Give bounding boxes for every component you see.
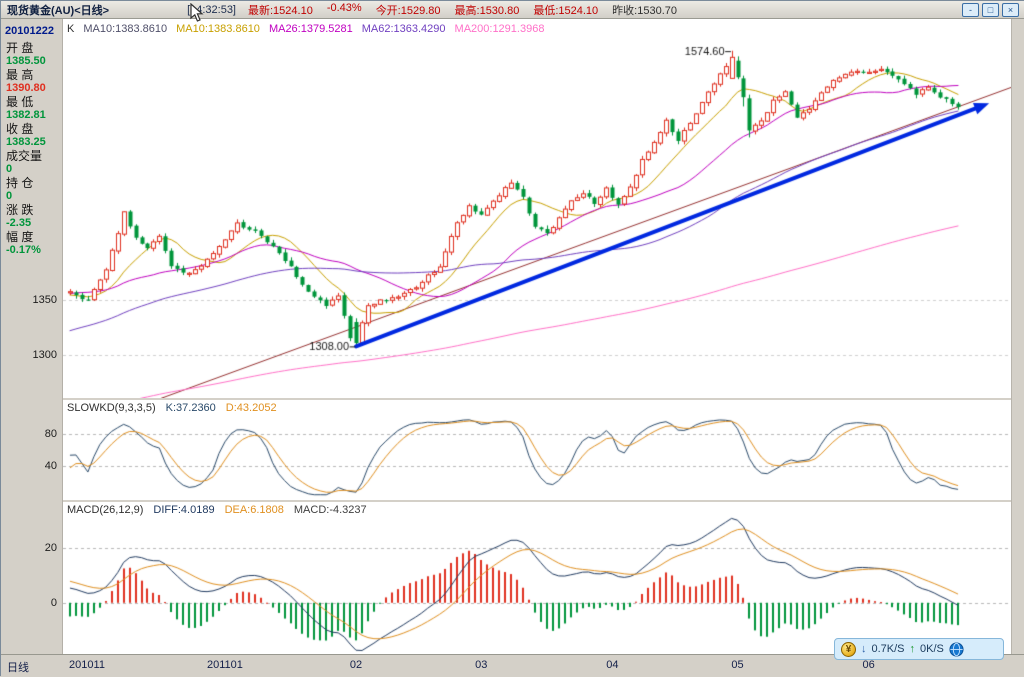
sidebar-label-open: 开 盘 [6, 41, 34, 55]
window-buttons: - □ × [962, 3, 1019, 17]
ma-legend-item-2: MA10:1383.8610 [176, 23, 260, 35]
x-axis-label-06: 06 [862, 659, 875, 671]
macd-diff-value: DIFF:4.0189 [153, 504, 215, 516]
sidebar-field-change: 涨 跌 -2.35 [6, 203, 46, 230]
quote-item-5: 昨收:1530.70 [612, 4, 677, 17]
macd-macd-value: MACD:-4.3237 [293, 504, 367, 516]
macd-dea-value: DEA:6.1808 [224, 504, 284, 516]
time-axis: 日线 201011 201101 02 03 04 05 06 [1, 654, 1024, 677]
x-axis-label-04: 04 [606, 659, 619, 671]
period-label: 日线 [7, 662, 29, 674]
macd-title: MACD(26,12,9) [67, 504, 144, 516]
x-axis-label-03: 03 [475, 659, 488, 671]
sidebar-value-change: -2.35 [6, 217, 32, 229]
quote-strip: 最新:1524.10 -0.43% 今开:1529.80 最高:1530.80 最低:1… [248, 2, 677, 18]
macd-label-row: MACD(26,12,9) DIFF:4.0189 DEA:6.1808 MAC… [67, 504, 367, 516]
x-axis-label-02: 02 [349, 659, 363, 671]
sidebar-field-change-percent: 幅 度 -0.17% [6, 230, 46, 257]
sidebar-value-volume: 0 [6, 163, 13, 175]
sidebar-label-volume: 成交量 [6, 149, 43, 163]
sidebar-label-close: 收 盘 [6, 122, 34, 136]
sidebar-field-volume: 成交量 0 [6, 149, 46, 176]
kd-d-value: D:43.2052 [225, 402, 277, 414]
ma-legend-item-3: MA26:1379.5281 [268, 23, 353, 35]
quote-item-2: 今开:1529.80 [375, 4, 441, 17]
main-chart-panel: K MA10:1383.8610 MA10:1383.8610 MA26:1379.5… [63, 19, 1011, 398]
download-speed: 0.7K/S [871, 643, 905, 655]
sidebar-fields: 开 盘 1385.50 最 高 1390.80 最 低 1382.81 收 盘 1383.25… [6, 41, 46, 257]
sidebar-field-low: 最 低 1382.81 [6, 95, 46, 122]
instrument-title: 现货黄金(AU)<日线> [7, 4, 110, 17]
coin-icon: ¥ [841, 641, 856, 657]
globe-icon [949, 641, 964, 657]
kd-k-value: K:37.2360 [165, 402, 216, 414]
window-button-minimize[interactable]: - [962, 3, 979, 17]
left-gutter: 20101222 开 盘 1385.50 最 高 1390.80 最 低 1382.81 收… [1, 19, 63, 654]
sidebar-value-open: 1385.50 [6, 55, 46, 67]
right-frame [1011, 19, 1024, 654]
sidebar-value-open-interest: 0 [6, 190, 13, 202]
sidebar-label-low: 最 低 [6, 95, 34, 109]
quote-item-1: -0.43% [326, 1, 362, 14]
macd-panel: MACD(26,12,9) DIFF:4.0189 DEA:6.1808 MAC… [63, 502, 1011, 654]
upload-arrow-icon: ↑ [909, 643, 916, 655]
window-button-restore[interactable]: □ [982, 3, 999, 17]
sidebar-value-change-percent: -0.17% [6, 244, 41, 256]
download-arrow-icon: ↓ [861, 643, 867, 655]
sidebar-label-open-interest: 持 仓 [6, 176, 34, 190]
quote-item-4: 最低:1524.10 [533, 4, 599, 17]
x-axis-label-201011: 201011 [69, 659, 105, 671]
sidebar-date: 20101222 [5, 25, 54, 37]
sidebar-label-change: 涨 跌 [6, 203, 34, 217]
sidebar-field-high: 最 高 1390.80 [6, 68, 46, 95]
ma-legend-item-4: MA62:1363.4290 [361, 23, 446, 35]
quote-item-3: 最高:1530.80 [454, 4, 520, 17]
sidebar-field-close: 收 盘 1383.25 [6, 122, 46, 149]
ma-legend-item-1: MA10:1383.8610 [83, 23, 168, 35]
kd-chart-canvas[interactable] [63, 400, 1011, 500]
sidebar-value-close: 1383.25 [6, 136, 46, 148]
server-time: [14:32:53] [187, 3, 236, 16]
sidebar-label-high: 最 高 [6, 68, 34, 82]
x-axis-label-05: 05 [731, 659, 744, 671]
macd-chart-canvas[interactable] [63, 502, 1011, 654]
kd-panel: SLOWKD(9,3,3,5) K:37.2360 D:43.2052 [63, 400, 1011, 500]
network-status[interactable]: ¥ ↓ 0.7K/S ↑ 0K/S [834, 638, 1004, 660]
sidebar-field-open: 开 盘 1385.50 [6, 41, 46, 68]
ma-legend-item-5: MA200:1291.3968 [454, 23, 545, 35]
upload-speed: 0K/S [920, 643, 944, 655]
kd-title: SLOWKD(9,3,3,5) [67, 402, 156, 414]
ma-legend-item-0: K [67, 23, 75, 35]
ma-legend: K MA10:1383.8610 MA10:1383.8610 MA26:1379.5… [67, 23, 544, 35]
x-axis-label-201101: 201101 [206, 659, 243, 671]
kd-label-row: SLOWKD(9,3,3,5) K:37.2360 D:43.2052 [67, 402, 277, 414]
main-chart-canvas[interactable] [63, 19, 1011, 398]
window-button-close[interactable]: × [1002, 3, 1019, 17]
quote-item-0: 最新:1524.10 [248, 4, 313, 17]
title-bar: 现货黄金(AU)<日线> [14:32:53] 最新:1524.10 -0.43%… [1, 1, 1024, 19]
sidebar-value-high: 1390.80 [6, 82, 46, 94]
sidebar-label-change-percent: 幅 度 [6, 230, 34, 244]
sidebar-value-low: 1382.81 [6, 109, 46, 121]
